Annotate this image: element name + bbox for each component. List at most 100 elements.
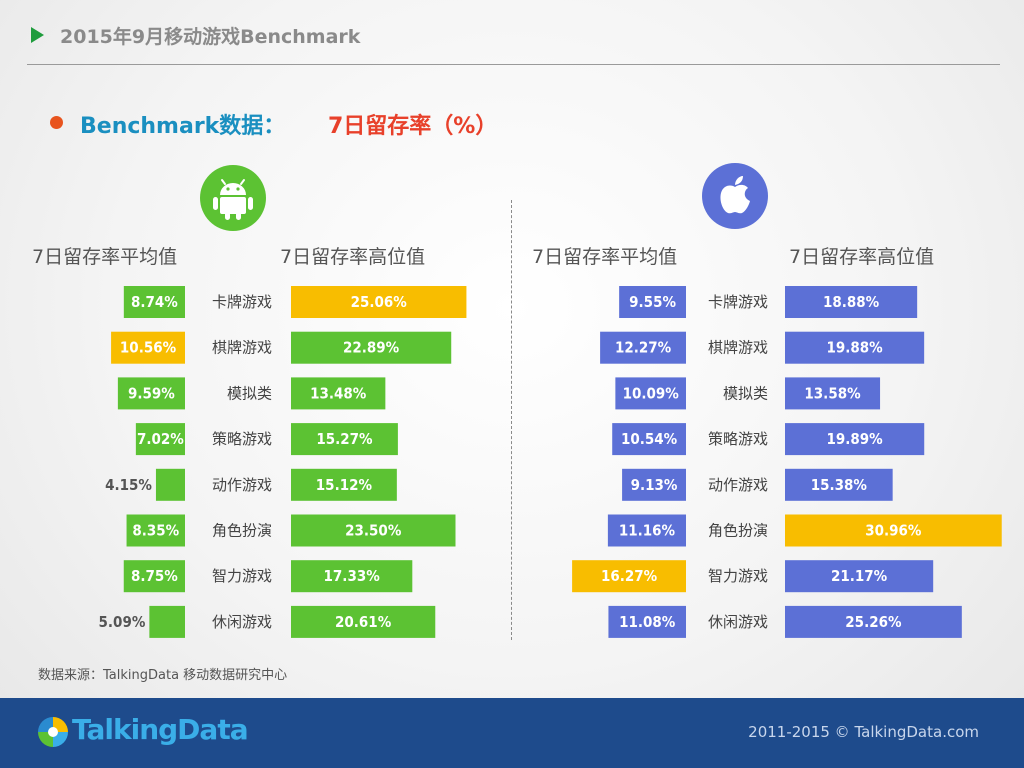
android-high-bar: [291, 377, 386, 410]
android-high-label: 23.50%: [345, 522, 402, 540]
android-high-label: 15.27%: [316, 430, 373, 448]
android-category-label: 卡牌游戏: [212, 293, 272, 311]
android-high-label: 15.12%: [316, 476, 373, 494]
android-avg-header: 7日留存率平均值: [32, 246, 178, 268]
ios-high-label: 13.58%: [804, 384, 861, 402]
copyright-text: 2011-2015 © TalkingData.com: [748, 723, 979, 741]
android-high-bar: [291, 286, 467, 318]
android-category-label: 休闲游戏: [212, 613, 272, 631]
ios-high-label: 30.96%: [865, 522, 922, 540]
ios-avg-label: 10.54%: [621, 430, 678, 448]
talkingdata-logo-icon: [38, 717, 68, 747]
android-high-header: 7日留存率高位值: [280, 246, 426, 268]
android-avg-label: 8.75%: [131, 567, 178, 585]
ios-avg-bar: [615, 377, 686, 410]
android-category-label: 棋牌游戏: [212, 339, 272, 357]
ios-high-label: 19.89%: [827, 430, 884, 448]
android-icon: [200, 165, 266, 231]
ios-avg-label: 16.27%: [601, 567, 658, 585]
android-high-bar: [291, 514, 456, 547]
ios-avg-bar: [622, 468, 686, 501]
data-source-note: 数据来源：TalkingData 移动数据研究中心: [38, 668, 288, 683]
android-avg-bar: [117, 377, 185, 410]
android-high-label: 25.06%: [351, 293, 408, 311]
ios-category-label: 卡牌游戏: [708, 293, 768, 311]
ios-high-header: 7日留存率高位值: [789, 246, 935, 268]
android-avg-label: 5.09%: [99, 613, 146, 631]
android-avg-bar: [149, 605, 185, 638]
android-avg-bar: [126, 514, 185, 547]
header-divider: [27, 64, 1000, 65]
apple-icon: [702, 163, 768, 229]
android-avg-bar: [123, 286, 185, 318]
ios-avg-header: 7日留存率平均值: [532, 246, 678, 268]
ios-category-label: 动作游戏: [708, 476, 768, 494]
ios-high-bar: [785, 423, 925, 456]
ios-category-label: 棋牌游戏: [708, 339, 768, 357]
android-high-label: 20.61%: [335, 613, 392, 631]
android-high-bar: [291, 560, 413, 593]
android-avg-label: 8.35%: [132, 522, 179, 540]
ios-high-bar: [785, 605, 962, 638]
ios-avg-label: 12.27%: [615, 339, 672, 357]
ios-high-bar: [785, 331, 925, 364]
ios-avg-label: 9.13%: [631, 476, 678, 494]
android-avg-label: 10.56%: [120, 339, 177, 357]
android-high-bar: [291, 605, 436, 638]
ios-high-bar: [785, 468, 893, 501]
ios-high-bar: [785, 514, 1002, 547]
ios-high-bar: [785, 377, 881, 410]
android-high-label: 17.33%: [324, 567, 381, 585]
ios-avg-bar: [608, 605, 686, 638]
talkingdata-logo-text: TalkingData: [72, 713, 249, 746]
ios-avg-bar: [600, 331, 686, 364]
ios-avg-bar: [619, 286, 686, 318]
android-category-label: 角色扮演: [212, 522, 272, 540]
android-avg-bar: [155, 468, 185, 501]
android-high-bar: [291, 423, 398, 456]
ios-high-label: 19.88%: [826, 339, 883, 357]
ios-high-label: 15.38%: [811, 476, 868, 494]
android-high-bar: [291, 468, 397, 501]
ios-avg-bar: [607, 514, 686, 547]
ios-category-label: 角色扮演: [708, 522, 768, 540]
android-category-label: 智力游戏: [212, 567, 272, 585]
android-category-label: 模拟类: [227, 384, 272, 402]
android-avg-bar: [123, 560, 185, 593]
platform-divider: [511, 200, 512, 640]
android-avg-label: 4.15%: [105, 476, 152, 494]
ios-avg-bar: [572, 560, 686, 593]
android-avg-bar: [135, 423, 185, 456]
ios-high-label: 18.88%: [823, 293, 880, 311]
bullet-dot-icon: [50, 116, 63, 129]
android-avg-label: 8.74%: [131, 293, 178, 311]
ios-category-label: 休闲游戏: [708, 613, 768, 631]
play-arrow-icon: [31, 27, 44, 43]
subtitle-prefix: Benchmark数据：: [80, 114, 286, 139]
android-avg-label: 7.02%: [137, 430, 184, 448]
android-high-label: 22.89%: [343, 339, 400, 357]
ios-avg-label: 9.55%: [629, 293, 676, 311]
ios-high-bar: [785, 560, 934, 593]
subtitle-metric: 7日留存率（%）: [328, 114, 498, 139]
ios-avg-label: 11.16%: [619, 522, 676, 540]
android-category-label: 动作游戏: [212, 476, 272, 494]
slide-header: 2015年9月移动游戏Benchmark: [0, 0, 1024, 70]
android-avg-bar: [111, 331, 185, 364]
page-title: 2015年9月移动游戏Benchmark: [60, 26, 361, 48]
android-category-label: 策略游戏: [212, 430, 272, 448]
android-high-label: 13.48%: [310, 384, 367, 402]
footer-bar: TalkingData 2011-2015 © TalkingData.com: [0, 698, 1024, 768]
android-high-bar: [291, 331, 452, 364]
ios-category-label: 智力游戏: [708, 567, 768, 585]
ios-high-label: 25.26%: [845, 613, 902, 631]
android-avg-label: 9.59%: [128, 384, 175, 402]
ios-category-label: 策略游戏: [708, 430, 768, 448]
ios-avg-label: 11.08%: [619, 613, 676, 631]
ios-category-label: 模拟类: [723, 384, 768, 402]
ios-high-label: 21.17%: [831, 567, 888, 585]
ios-avg-bar: [612, 423, 686, 456]
ios-avg-label: 10.09%: [623, 384, 680, 402]
ios-high-bar: [785, 286, 918, 318]
